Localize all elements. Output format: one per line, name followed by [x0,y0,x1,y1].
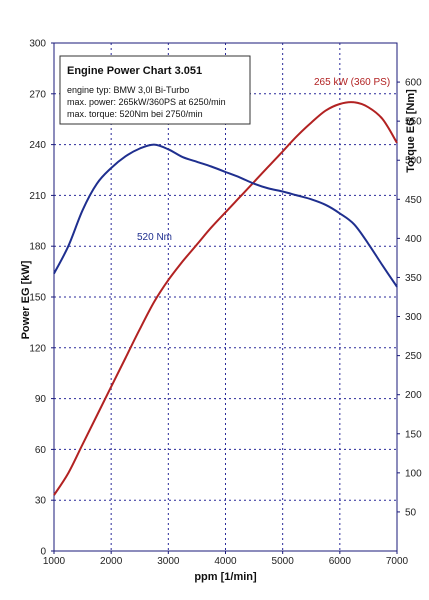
right-tick-label: 450 [405,195,422,206]
left-tick-label: 90 [35,394,47,405]
series [53,101,398,496]
right-tick-label: 400 [405,234,422,245]
left-tick-label: 0 [40,547,46,558]
x-tick-label: 2000 [100,556,123,567]
legend-engine-type: engine typ: BMW 3,0l Bi-Turbo [67,85,189,95]
left-tick-label: 30 [35,496,47,507]
left-tick-label: 150 [29,293,46,304]
legend-max-torque: max. torque: 520Nm bei 2750/min [67,109,203,119]
power-line [53,101,398,496]
right-tick-label: 350 [405,273,422,284]
x-tick-label: 3000 [157,556,180,567]
x-tick-label: 6000 [329,556,352,567]
power-peak-annotation: 265 kW (360 PS) [314,77,390,88]
left-tick-label: 300 [29,39,46,50]
torque-peak-annotation: 520 Nm [137,232,172,243]
legend-title: Engine Power Chart 3.051 [67,65,202,77]
legend-max-power: max. power: 265kW/360PS at 6250/min [67,97,226,107]
left-tick-label: 240 [29,140,46,151]
x-tick-label: 1000 [43,556,66,567]
x-tick-label: 5000 [272,556,295,567]
torque-line [53,143,398,288]
left-tick-label: 210 [29,191,46,202]
left-tick-label: 270 [29,89,46,100]
right-tick-label: 200 [405,390,422,401]
right-tick-label: 250 [405,351,422,362]
right-tick-label: 500 [405,156,422,167]
right-tick-label: 50 [405,507,417,518]
legend-box: Engine Power Chart 3.051 engine typ: BMW… [59,55,251,125]
left-tick-label: 60 [35,445,47,456]
right-tick-label: 100 [405,468,422,479]
left-tick-label: 120 [29,343,46,354]
legend-frame [59,55,251,125]
right-tick-label: 600 [405,78,422,89]
x-tick-label: 4000 [214,556,237,567]
x-tick-label: 7000 [386,556,409,567]
left-tick-label: 180 [29,242,46,253]
left-axis-title: Power EG [kW] [20,260,32,339]
x-axis-title: ppm [1/min] [194,571,257,583]
right-axis-title: Torque EG [Nm] [405,89,417,173]
right-tick-label: 550 [405,117,422,128]
right-tick-label: 150 [405,429,422,440]
right-tick-label: 300 [405,312,422,323]
axis-ticks: 1000 2000 3000 4000 5000 6000 7000 0 30 60 90 120 15… [29,39,422,568]
